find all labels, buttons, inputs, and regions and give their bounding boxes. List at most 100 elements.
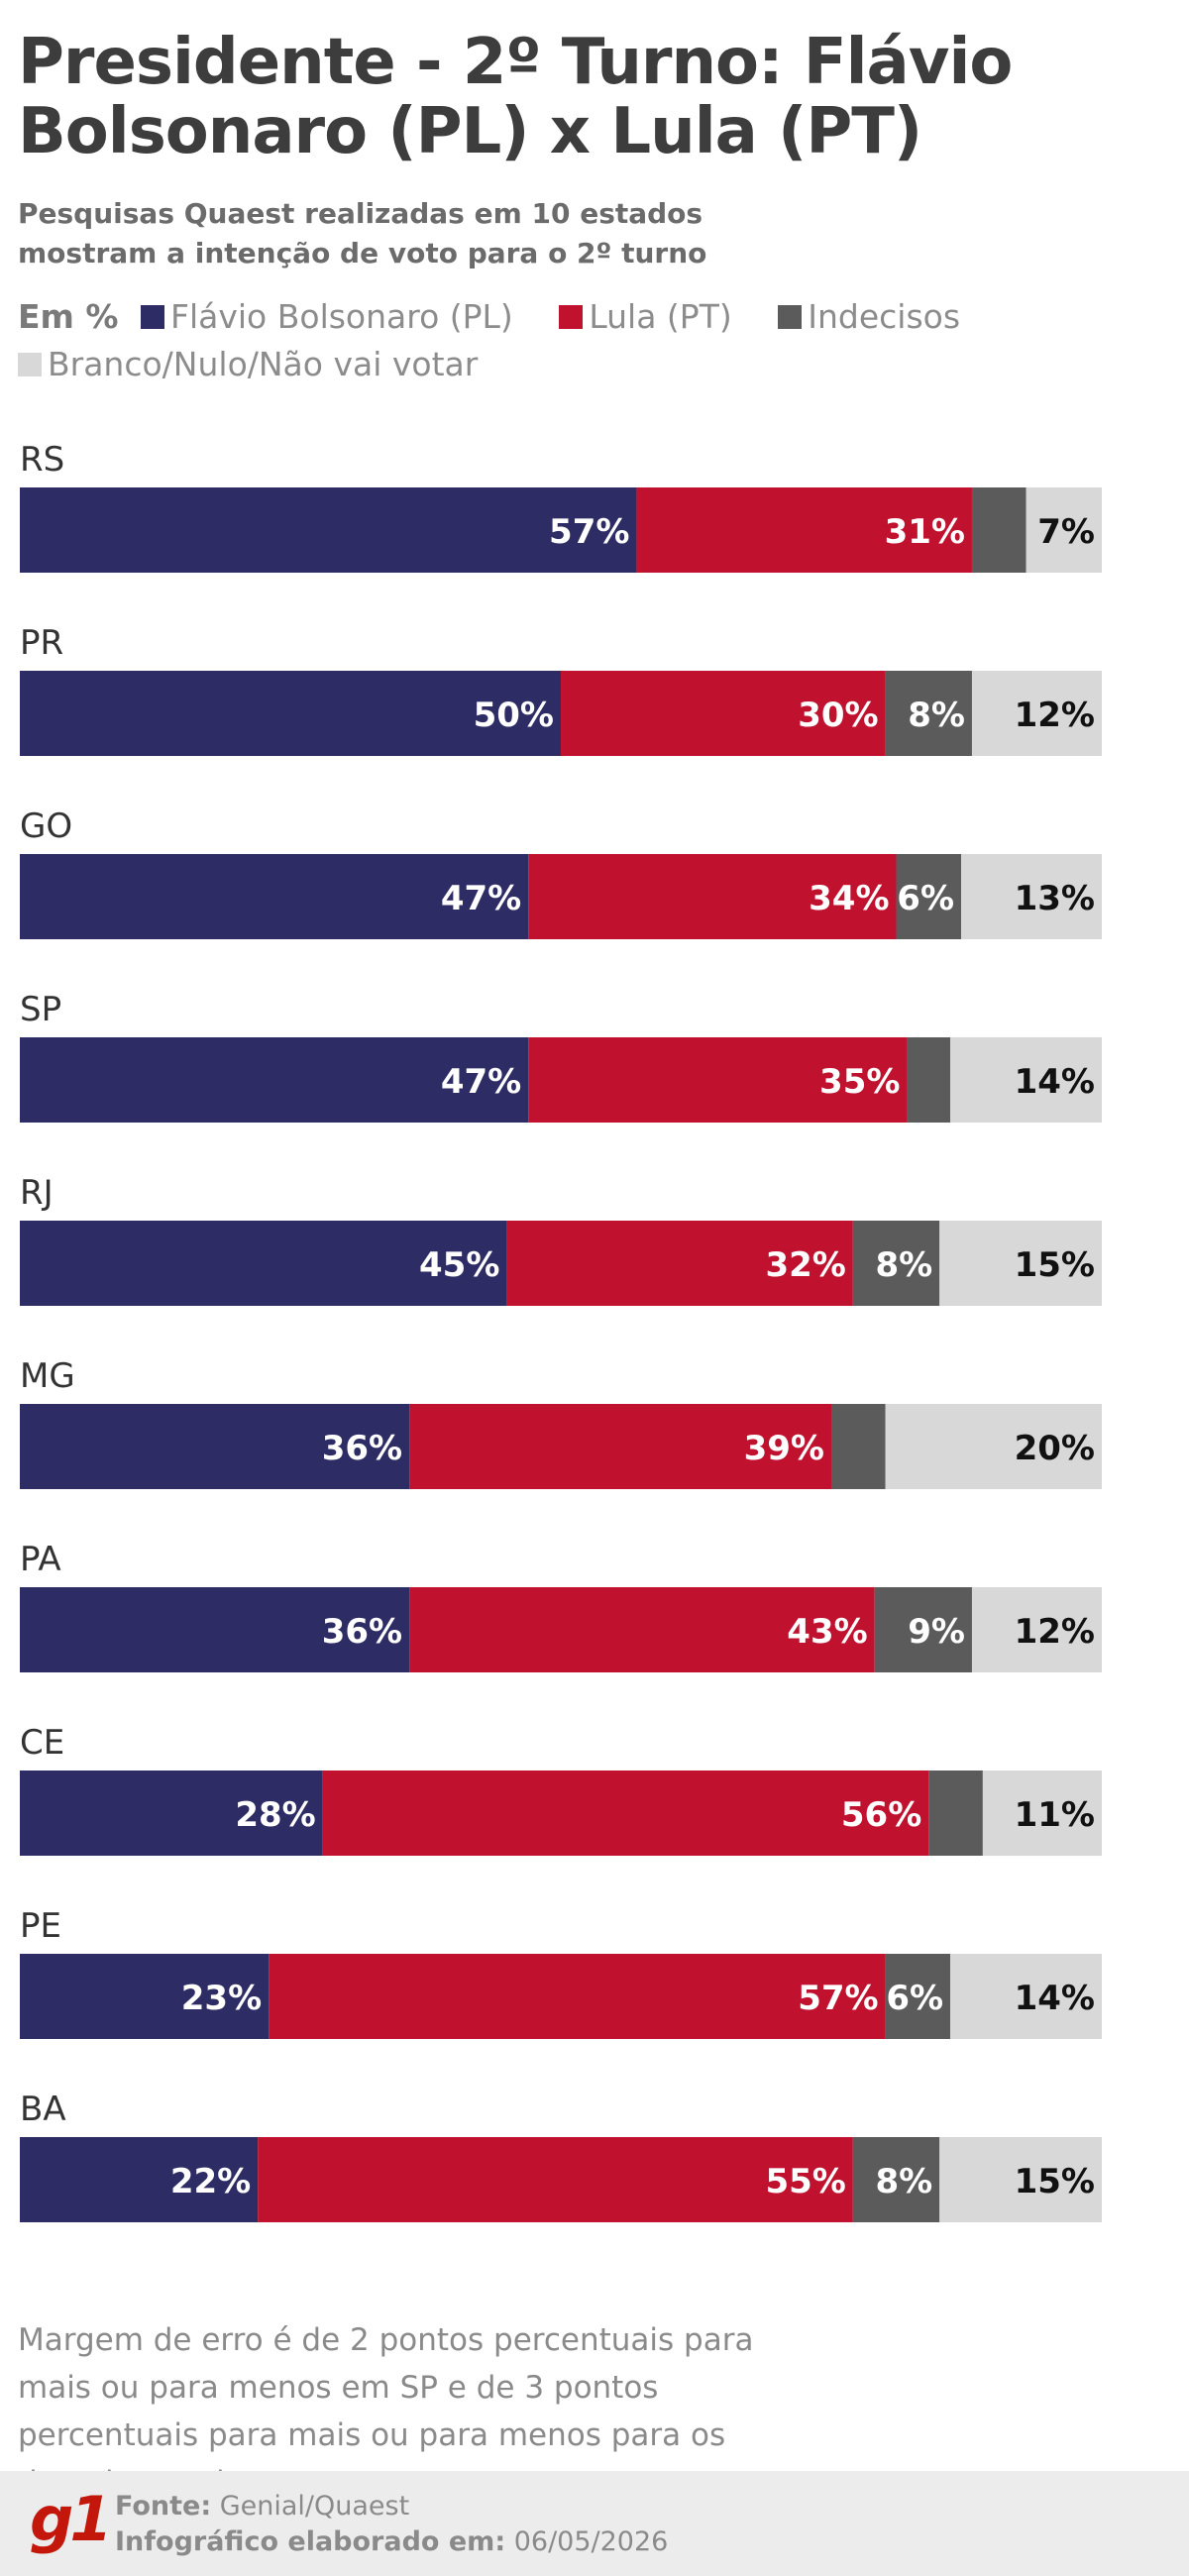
data-label-ce-lula-pt: 56%: [841, 1795, 921, 1835]
bar-mg-lula-pt: [409, 1404, 831, 1489]
date-value: 06/05/2026: [513, 2526, 669, 2557]
data-label-rj-indecisos: 8%: [875, 1245, 932, 1285]
category-label-go: GO: [20, 806, 72, 846]
bar-pa-indecisos: [874, 1587, 972, 1672]
legend-label-branco-nulo: Branco/Nulo/Não vai votar: [48, 345, 479, 383]
bar-ba-branco-nulo-nao-vai-votar: [939, 2137, 1102, 2222]
legend-swatch-branco-nulo: [18, 353, 42, 376]
bar-rs-flavio-bolsonaro-pl: [20, 487, 637, 573]
data-label-ba-branco-nulo-nao-vai-votar: 15%: [1015, 2162, 1095, 2201]
bar-rj-flavio-bolsonaro-pl: [20, 1221, 507, 1306]
bar-rj-lula-pt: [506, 1221, 853, 1306]
source-label: Fonte:: [115, 2491, 212, 2522]
legend-swatch-bolsonaro: [140, 305, 164, 329]
bar-mg-flavio-bolsonaro-pl: [20, 1404, 410, 1489]
data-label-pa-flavio-bolsonaro-pl: 36%: [322, 1612, 402, 1652]
data-label-rs-flavio-bolsonaro-pl: 57%: [549, 512, 629, 552]
bar-ba-indecisos: [852, 2137, 940, 2222]
bar-ba-lula-pt: [258, 2137, 853, 2222]
category-label-sp: SP: [20, 990, 61, 1029]
bar-ce-flavio-bolsonaro-pl: [20, 1771, 323, 1856]
bar-pe-lula-pt: [269, 1954, 886, 2039]
bar-sp-indecisos: [907, 1037, 951, 1123]
margin-of-error-note: Margem de erro é de 2 pontos percentuais…: [18, 2322, 754, 2501]
bar-sp-flavio-bolsonaro-pl: [20, 1037, 529, 1123]
data-label-rj-branco-nulo-nao-vai-votar: 15%: [1015, 1245, 1095, 1285]
bar-pe-branco-nulo-nao-vai-votar: [950, 1954, 1102, 2039]
bar-go-flavio-bolsonaro-pl: [20, 854, 529, 939]
bar-rs-lula-pt: [636, 487, 972, 573]
data-label-mg-branco-nulo-nao-vai-votar: 20%: [1015, 1429, 1095, 1468]
data-label-ce-branco-nulo-nao-vai-votar: 11%: [1015, 1795, 1095, 1835]
data-label-pa-branco-nulo-nao-vai-votar: 12%: [1015, 1612, 1095, 1652]
bar-pe-indecisos: [885, 1954, 951, 2039]
data-label-ba-indecisos: 8%: [875, 2162, 932, 2201]
data-label-pe-lula-pt: 57%: [798, 1979, 878, 2018]
legend: Em % Flávio Bolsonaro (PL) Lula (PT) Ind…: [18, 293, 1048, 388]
source-block: Fonte: Genial/Quaest Infográfico elabora…: [115, 2489, 668, 2560]
legend-item-lula: Lula (PT): [559, 293, 732, 341]
data-label-pa-indecisos: 9%: [908, 1612, 965, 1652]
data-label-pr-indecisos: 8%: [908, 696, 965, 735]
data-label-rj-lula-pt: 32%: [765, 1245, 845, 1285]
bar-rs-indecisos: [971, 487, 1027, 573]
data-label-go-branco-nulo-nao-vai-votar: 13%: [1015, 879, 1095, 918]
category-label-pr: PR: [20, 623, 63, 663]
bar-ba-flavio-bolsonaro-pl: [20, 2137, 259, 2222]
category-label-ba: BA: [20, 2090, 66, 2129]
data-label-rs-branco-nulo-nao-vai-votar: 7%: [1037, 512, 1095, 552]
bar-pr-indecisos: [885, 671, 972, 756]
legend-item-indecisos: Indecisos: [778, 293, 960, 341]
data-label-pe-indecisos: 6%: [886, 1979, 943, 2018]
data-label-go-indecisos: 6%: [897, 879, 954, 918]
data-label-go-flavio-bolsonaro-pl: 47%: [441, 879, 521, 918]
category-label-rj: RJ: [20, 1173, 54, 1213]
chart-title: Presidente - 2º Turno: Flávio Bolsonaro …: [18, 26, 1013, 168]
legend-swatch-indecisos: [778, 305, 803, 329]
bar-ce-branco-nulo-nao-vai-votar: [982, 1771, 1102, 1856]
bar-pe-flavio-bolsonaro-pl: [20, 1954, 270, 2039]
data-label-pr-branco-nulo-nao-vai-votar: 12%: [1015, 696, 1095, 735]
category-label-rs: RS: [20, 440, 64, 480]
bar-rj-indecisos: [852, 1221, 940, 1306]
legend-item-branco-nulo: Branco/Nulo/Não vai votar: [18, 341, 478, 388]
category-label-mg: MG: [20, 1356, 75, 1396]
data-label-pa-lula-pt: 43%: [787, 1612, 867, 1652]
data-label-rs-lula-pt: 31%: [885, 512, 965, 552]
bar-pa-lula-pt: [409, 1587, 875, 1672]
bar-ce-indecisos: [928, 1771, 983, 1856]
data-label-sp-lula-pt: 35%: [819, 1062, 900, 1102]
chart-subtitle: Pesquisas Quaest realizadas em 10 estado…: [18, 197, 707, 269]
date-label: Infográfico elaborado em:: [115, 2526, 506, 2557]
data-label-mg-flavio-bolsonaro-pl: 36%: [322, 1429, 402, 1468]
bar-mg-branco-nulo-nao-vai-votar: [885, 1404, 1102, 1489]
data-label-pe-flavio-bolsonaro-pl: 23%: [181, 1979, 262, 2018]
bar-pr-lula-pt: [561, 671, 886, 756]
data-label-ba-flavio-bolsonaro-pl: 22%: [170, 2162, 251, 2201]
data-label-mg-lula-pt: 39%: [744, 1429, 824, 1468]
source-value: Genial/Quaest: [219, 2491, 410, 2522]
bar-go-lula-pt: [528, 854, 897, 939]
bar-pa-flavio-bolsonaro-pl: [20, 1587, 410, 1672]
data-label-ba-lula-pt: 55%: [765, 2162, 845, 2201]
bar-mg-indecisos: [831, 1404, 886, 1489]
data-label-pe-branco-nulo-nao-vai-votar: 14%: [1015, 1979, 1095, 2018]
bar-sp-lula-pt: [528, 1037, 908, 1123]
footer: g1 Fonte: Genial/Quaest Infográfico elab…: [0, 2471, 1189, 2576]
data-label-ce-flavio-bolsonaro-pl: 28%: [235, 1795, 315, 1835]
category-label-pe: PE: [20, 1906, 61, 1946]
bar-ce-lula-pt: [322, 1771, 929, 1856]
bar-sp-branco-nulo-nao-vai-votar: [950, 1037, 1102, 1123]
bar-go-branco-nulo-nao-vai-votar: [961, 854, 1102, 939]
data-label-go-lula-pt: 34%: [809, 879, 889, 918]
bar-pa-branco-nulo-nao-vai-votar: [971, 1587, 1102, 1672]
g1-logo: g1: [30, 2483, 113, 2555]
data-label-pr-flavio-bolsonaro-pl: 50%: [474, 696, 554, 735]
data-label-sp-flavio-bolsonaro-pl: 47%: [441, 1062, 521, 1102]
bar-rj-branco-nulo-nao-vai-votar: [939, 1221, 1102, 1306]
data-label-pr-lula-pt: 30%: [798, 696, 878, 735]
legend-label-bolsonaro: Flávio Bolsonaro (PL): [169, 297, 513, 336]
legend-label-lula: Lula (PT): [589, 297, 732, 336]
category-label-pa: PA: [20, 1540, 61, 1579]
